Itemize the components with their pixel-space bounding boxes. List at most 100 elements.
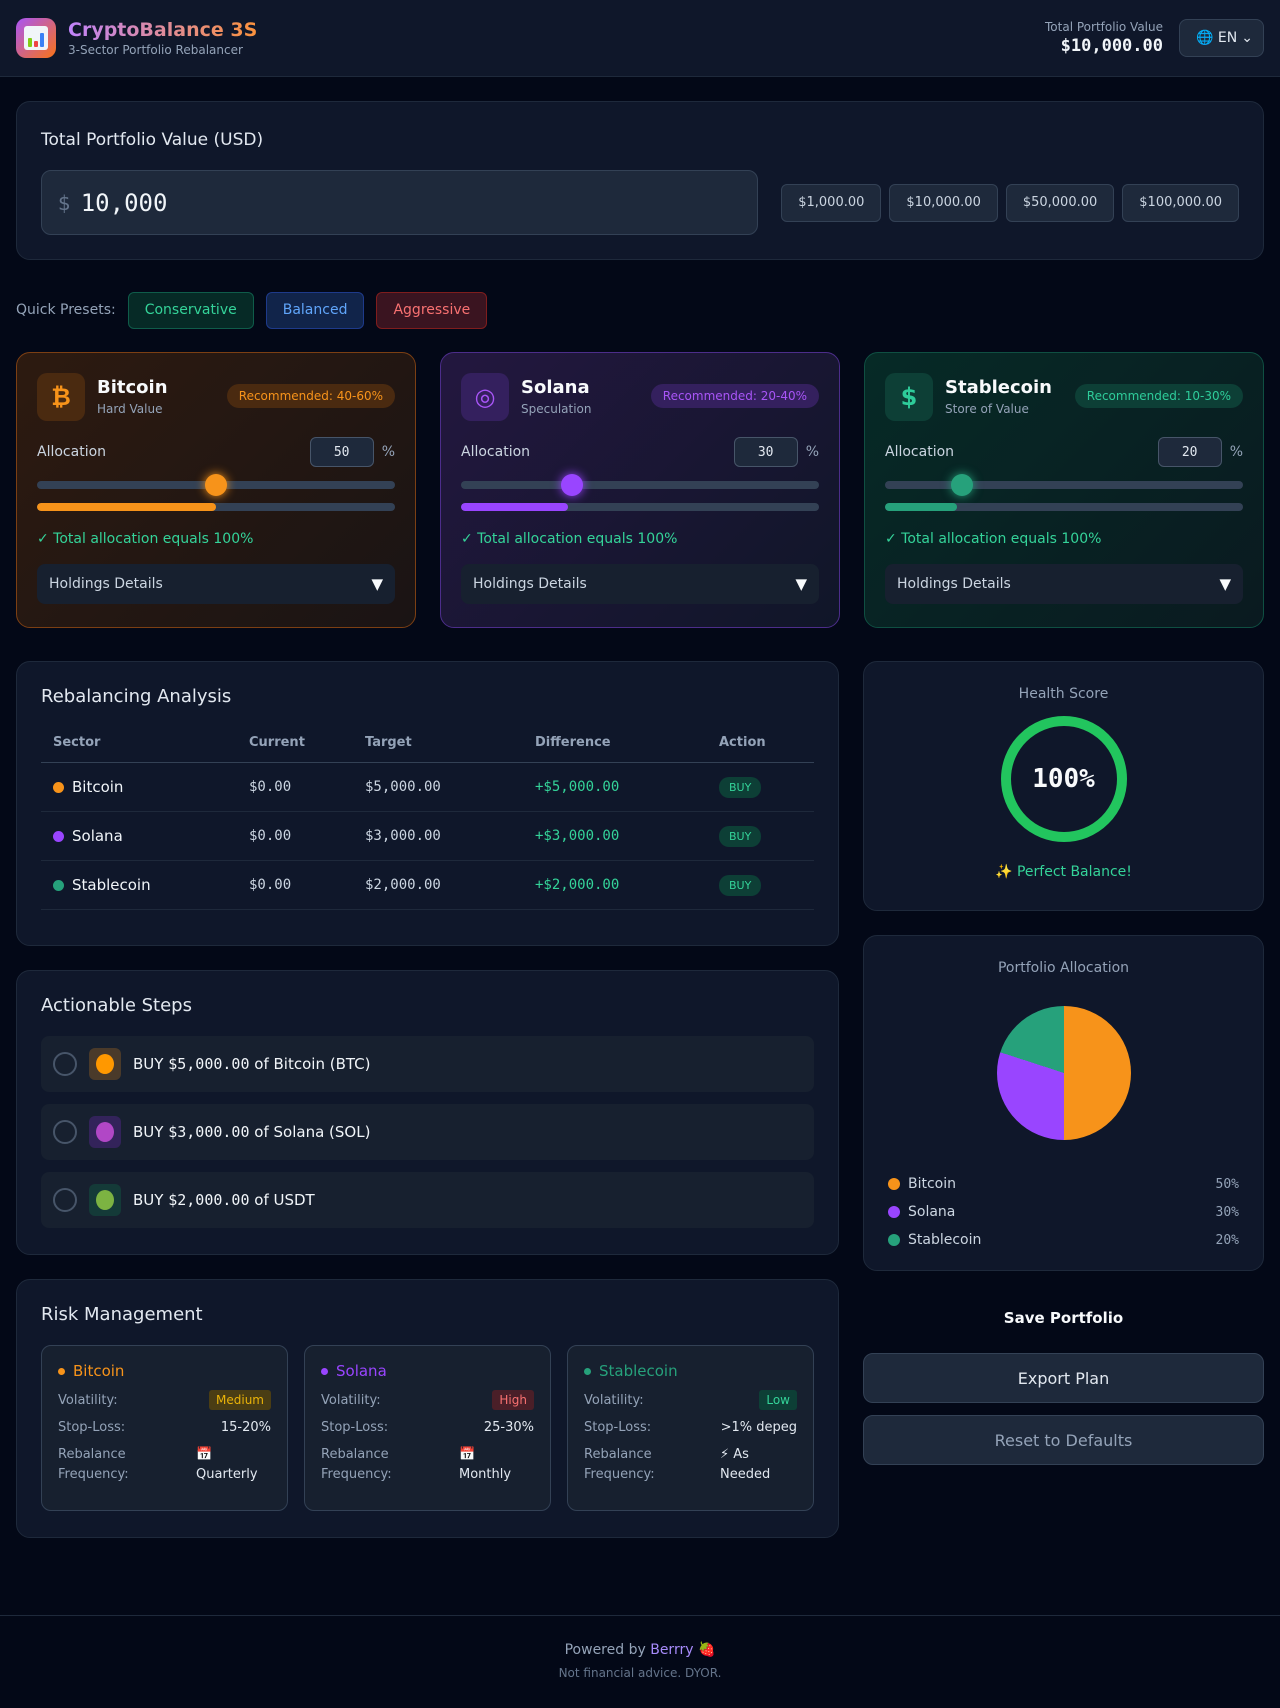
chart-title: Portfolio Allocation bbox=[997, 960, 1130, 976]
frequency-label: Frequency: bbox=[58, 1467, 129, 1482]
volatility-badge: Low bbox=[759, 1390, 797, 1410]
allocation-slider[interactable] bbox=[885, 474, 1243, 496]
risk-card-solana: Solana Volatility: High Stop-Loss: 25-30% … bbox=[304, 1345, 551, 1511]
language-select[interactable]: 🌐 EN ⌄ bbox=[1179, 19, 1264, 57]
step-amount: $5,000.00 bbox=[168, 1055, 250, 1073]
allocation-progress-bar bbox=[461, 503, 819, 511]
sector-name: Bitcoin bbox=[97, 377, 168, 398]
frequency-value: Needed bbox=[720, 1467, 771, 1482]
legend-label: Bitcoin bbox=[908, 1176, 957, 1192]
dollar-icon: $ bbox=[885, 373, 933, 421]
holdings-label: Holdings Details bbox=[473, 576, 587, 592]
allocation-slider[interactable] bbox=[37, 474, 395, 496]
allocation-input[interactable]: 50 bbox=[309, 437, 374, 467]
health-score-card: Health Score 100% ✨ Perfect Balance! bbox=[863, 661, 1264, 911]
reset-defaults-button[interactable]: Reset to Defaults bbox=[863, 1415, 1264, 1465]
allocation-pie-chart bbox=[996, 1006, 1131, 1140]
berrry-link[interactable]: Berrry bbox=[650, 1642, 694, 1658]
app-subtitle: 3-Sector Portfolio Rebalancer bbox=[68, 43, 243, 57]
health-title: Health Score bbox=[1018, 686, 1109, 702]
difference-value: +$3,000.00 bbox=[523, 811, 707, 861]
action-badge: BUY bbox=[719, 874, 762, 896]
step-amount: $2,000.00 bbox=[168, 1191, 250, 1209]
rebalance-label: Rebalance bbox=[58, 1447, 126, 1462]
step-checkbox[interactable] bbox=[53, 1052, 77, 1076]
holdings-details-toggle[interactable]: Holdings Details ▼ bbox=[37, 564, 395, 604]
slider-thumb[interactable] bbox=[205, 474, 227, 496]
table-row: Stablecoin $0.00 $2,000.00 +$2,000.00 BU… bbox=[41, 860, 814, 910]
allocation-label: Allocation bbox=[885, 444, 955, 460]
solana-dot-icon bbox=[321, 1367, 328, 1375]
allocation-label: Allocation bbox=[37, 444, 107, 460]
allocation-slider[interactable] bbox=[461, 474, 819, 496]
volatility-badge: High bbox=[492, 1390, 534, 1410]
solana-dot-icon bbox=[888, 1206, 900, 1218]
column-header: Target bbox=[353, 735, 523, 763]
orange-circle-icon bbox=[96, 1054, 114, 1074]
health-ring: 100% bbox=[1000, 716, 1127, 842]
allocation-label: Allocation bbox=[461, 444, 531, 460]
portfolio-value-text: 10,000 bbox=[80, 188, 168, 217]
current-value: $0.00 bbox=[237, 811, 353, 861]
preset-100000-button[interactable]: $100,000.00 bbox=[1122, 183, 1239, 222]
legend-value: 30% bbox=[1215, 1204, 1239, 1220]
validation-message: ✓ Total allocation equals 100% bbox=[885, 531, 1102, 547]
bitcoin-icon: ₿ bbox=[37, 373, 85, 421]
percent-sign: % bbox=[1229, 444, 1243, 460]
step-action: BUY bbox=[133, 1055, 164, 1073]
balanced-preset-button[interactable]: Balanced bbox=[265, 291, 365, 329]
legend-value: 50% bbox=[1215, 1176, 1239, 1192]
brand: CryptoBalance 3S 3-Sector Portfolio Reba… bbox=[16, 18, 257, 58]
difference-value: +$5,000.00 bbox=[523, 762, 707, 812]
preset-1000-button[interactable]: $1,000.00 bbox=[781, 183, 882, 222]
header-total-label: Total Portfolio Value bbox=[1045, 20, 1163, 34]
frequency-value: Quarterly bbox=[196, 1467, 258, 1482]
solana-icon: ◎ bbox=[461, 373, 509, 421]
risk-card-stablecoin: Stablecoin Volatility: Low Stop-Loss: >1% … bbox=[567, 1345, 814, 1511]
calendar-icon: 📅 bbox=[196, 1447, 213, 1462]
quick-presets: Quick Presets: Conservative Balanced Agg… bbox=[16, 291, 1264, 329]
legend-item: Bitcoin 50% bbox=[888, 1170, 1239, 1198]
section-title: Rebalancing Analysis bbox=[41, 686, 232, 707]
risk-sector-name: Stablecoin bbox=[599, 1362, 678, 1380]
solana-dot-icon bbox=[53, 831, 64, 842]
volatility-badge: Medium bbox=[209, 1390, 271, 1410]
step-item[interactable]: BUY $2,000.00 of USDT bbox=[41, 1172, 814, 1228]
step-item[interactable]: BUY $3,000.00 of Solana (SOL) bbox=[41, 1104, 814, 1160]
step-target: of USDT bbox=[254, 1191, 315, 1209]
rebalance-label: Rebalance bbox=[584, 1447, 652, 1462]
health-message: ✨ Perfect Balance! bbox=[995, 864, 1132, 880]
target-value: $3,000.00 bbox=[353, 811, 523, 861]
section-title: Risk Management bbox=[41, 1304, 203, 1325]
allocation-input[interactable]: 20 bbox=[1157, 437, 1222, 467]
step-checkbox[interactable] bbox=[53, 1188, 77, 1212]
preset-50000-button[interactable]: $50,000.00 bbox=[1005, 183, 1115, 222]
slider-thumb[interactable] bbox=[950, 474, 973, 496]
globe-icon: 🌐 bbox=[1196, 30, 1214, 46]
caret-down-icon: ▼ bbox=[795, 575, 807, 593]
stop-loss-value: >1% depeg bbox=[720, 1420, 797, 1435]
stop-loss-label: Stop-Loss: bbox=[58, 1420, 126, 1435]
holdings-label: Holdings Details bbox=[897, 576, 1011, 592]
save-portfolio-title: Save Portfolio bbox=[1003, 1309, 1124, 1327]
conservative-preset-button[interactable]: Conservative bbox=[127, 291, 254, 329]
export-plan-button[interactable]: Export Plan bbox=[863, 1353, 1264, 1403]
holdings-details-toggle[interactable]: Holdings Details ▼ bbox=[461, 564, 819, 604]
portfolio-value-input[interactable]: $ 10,000 bbox=[41, 170, 758, 235]
holdings-details-toggle[interactable]: Holdings Details ▼ bbox=[885, 564, 1243, 604]
volatility-label: Volatility: bbox=[584, 1392, 644, 1408]
aggressive-preset-button[interactable]: Aggressive bbox=[376, 291, 488, 329]
caret-down-icon: ▼ bbox=[1219, 575, 1231, 593]
slider-thumb[interactable] bbox=[560, 474, 583, 496]
preset-10000-button[interactable]: $10,000.00 bbox=[889, 183, 998, 222]
step-target: of Bitcoin (BTC) bbox=[254, 1055, 371, 1073]
stablecoin-dot-icon bbox=[584, 1367, 591, 1375]
health-value: 100% bbox=[1032, 764, 1095, 794]
step-item[interactable]: BUY $5,000.00 of Bitcoin (BTC) bbox=[41, 1036, 814, 1092]
step-checkbox[interactable] bbox=[53, 1120, 77, 1144]
target-value: $5,000.00 bbox=[353, 762, 523, 812]
table-row: Solana $0.00 $3,000.00 +$3,000.00 BUY bbox=[41, 811, 814, 861]
allocation-input[interactable]: 30 bbox=[733, 437, 798, 467]
footer: Powered by Berrry 🍓 Not financial advice… bbox=[0, 1615, 1280, 1708]
recommended-badge: Recommended: 20-40% bbox=[650, 384, 819, 408]
